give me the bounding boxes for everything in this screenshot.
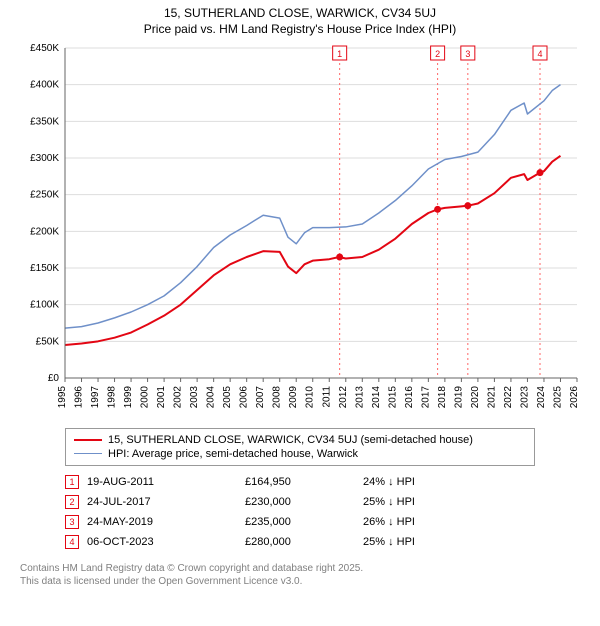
svg-text:1995: 1995 [57,385,68,408]
chart-container: £0 £50K £100K £150K £200K £250K £300K £350K £400… [10,40,590,420]
svg-text:2019: 2019 [453,385,464,408]
sale-diff: 25% ↓ HPI [363,536,483,548]
svg-text:2009: 2009 [288,385,299,408]
footer-line2: This data is licensed under the Open Gov… [20,575,580,588]
legend-item-hpi: HPI: Average price, semi-detached house,… [74,447,526,461]
sale-date: 24-MAY-2019 [87,516,237,528]
svg-text:3: 3 [465,49,470,59]
legend-swatch-property [74,439,102,441]
svg-text:2007: 2007 [255,385,266,408]
svg-text:£150K: £150K [30,263,59,274]
svg-text:£450K: £450K [30,43,59,54]
sale-date: 19-AUG-2011 [87,476,237,488]
svg-text:2000: 2000 [140,385,151,408]
sale-marker-3: 3 [65,515,79,529]
svg-text:£50K: £50K [36,336,60,347]
sale-diff: 25% ↓ HPI [363,496,483,508]
svg-text:£0: £0 [48,373,60,384]
title-line2: Price paid vs. HM Land Registry's House … [0,22,600,36]
sales-row: 2 24-JUL-2017 £230,000 25% ↓ HPI [65,492,535,512]
sale-marker-4: 4 [65,535,79,549]
svg-text:1999: 1999 [123,385,134,408]
svg-text:2: 2 [435,49,440,59]
sale-diff: 24% ↓ HPI [363,476,483,488]
svg-text:2005: 2005 [222,385,233,408]
svg-text:2024: 2024 [536,385,547,408]
svg-text:1996: 1996 [74,385,85,408]
svg-text:£100K: £100K [30,299,59,310]
svg-text:2011: 2011 [321,385,332,407]
sales-row: 3 24-MAY-2019 £235,000 26% ↓ HPI [65,512,535,532]
svg-text:2006: 2006 [239,385,250,408]
svg-text:4: 4 [537,49,542,59]
svg-text:2016: 2016 [404,385,415,408]
legend: 15, SUTHERLAND CLOSE, WARWICK, CV34 5UJ … [65,428,535,466]
line-chart: £0 £50K £100K £150K £200K £250K £300K £350K £400… [10,40,590,420]
title-line1: 15, SUTHERLAND CLOSE, WARWICK, CV34 5UJ [0,6,600,22]
footer-line1: Contains HM Land Registry data © Crown c… [20,562,580,575]
svg-text:2003: 2003 [189,385,200,408]
svg-text:2020: 2020 [470,385,481,408]
svg-text:2018: 2018 [437,385,448,408]
footer: Contains HM Land Registry data © Crown c… [20,562,580,588]
svg-text:2023: 2023 [519,385,530,408]
svg-text:2002: 2002 [173,385,184,408]
svg-text:2021: 2021 [486,385,497,408]
legend-item-property: 15, SUTHERLAND CLOSE, WARWICK, CV34 5UJ … [74,433,526,447]
svg-text:£300K: £300K [30,153,59,164]
legend-label-property: 15, SUTHERLAND CLOSE, WARWICK, CV34 5UJ … [108,434,473,446]
sale-diff: 26% ↓ HPI [363,516,483,528]
svg-text:2015: 2015 [387,385,398,408]
sale-price: £230,000 [245,496,355,508]
svg-text:2022: 2022 [503,385,514,408]
svg-text:1998: 1998 [107,385,118,408]
svg-text:2013: 2013 [354,385,365,408]
sales-table: 1 19-AUG-2011 £164,950 24% ↓ HPI 2 24-JUL-201… [65,472,535,552]
sale-price: £280,000 [245,536,355,548]
svg-text:2012: 2012 [338,385,349,408]
svg-text:2017: 2017 [420,385,431,408]
sale-price: £235,000 [245,516,355,528]
sale-date: 24-JUL-2017 [87,496,237,508]
svg-text:1: 1 [337,49,342,59]
svg-text:£250K: £250K [30,189,59,200]
legend-label-hpi: HPI: Average price, semi-detached house,… [108,448,358,460]
svg-text:2008: 2008 [272,385,283,408]
svg-text:2010: 2010 [305,385,316,408]
svg-text:£200K: £200K [30,226,59,237]
sale-price: £164,950 [245,476,355,488]
sales-row: 1 19-AUG-2011 £164,950 24% ↓ HPI [65,472,535,492]
svg-text:2004: 2004 [206,385,217,408]
svg-text:2014: 2014 [371,385,382,408]
svg-text:2026: 2026 [569,385,580,408]
svg-text:2001: 2001 [156,385,167,408]
svg-text:2025: 2025 [552,385,563,408]
sale-date: 06-OCT-2023 [87,536,237,548]
svg-text:1997: 1997 [90,385,101,408]
legend-swatch-hpi [74,453,102,454]
svg-text:£350K: £350K [30,116,59,127]
svg-text:£400K: £400K [30,79,59,90]
sale-marker-1: 1 [65,475,79,489]
sales-row: 4 06-OCT-2023 £280,000 25% ↓ HPI [65,532,535,552]
sale-marker-2: 2 [65,495,79,509]
